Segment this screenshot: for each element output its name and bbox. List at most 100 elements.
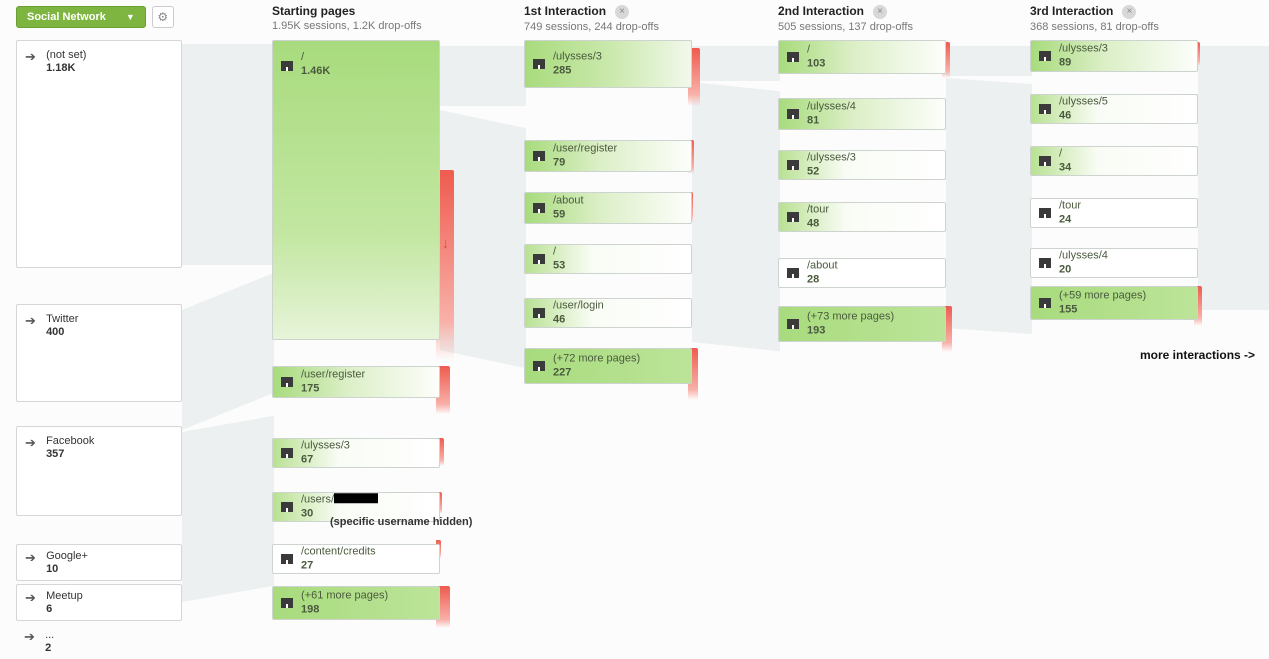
page-node[interactable]: / 103 [778,40,946,74]
page-icon [787,109,799,119]
dimension-dropdown[interactable]: Social Network ▼ [16,6,146,28]
arrow-right-icon: ➔ [25,313,39,329]
column-title: Starting pages [272,4,422,18]
page-node[interactable]: /content/credits 27 [272,544,440,574]
page-icon [1039,51,1051,61]
flow-band [946,46,1032,76]
page-icon [281,61,293,71]
source-item-facebook[interactable]: ➔ Facebook 357 [16,426,182,516]
close-icon[interactable]: × [1122,5,1136,19]
page-node[interactable]: / 34 [1030,146,1198,176]
page-node[interactable]: /ulysses/3 285 [524,40,692,88]
dropoff-arrow-icon: ↓ [442,235,449,251]
page-node[interactable]: /ulysses/5 46 [1030,94,1198,124]
page-icon [1039,156,1051,166]
page-node[interactable]: /ulysses/3 67 [272,438,440,468]
page-count: 46 [553,313,604,327]
column-title: 1st Interaction [524,4,606,18]
flow-band [946,78,1032,334]
page-count: 103 [807,57,825,71]
page-node[interactable]: /about 59 [524,192,692,224]
page-path: /users/ [301,493,378,507]
gear-icon[interactable]: ⚙ [152,6,174,28]
page-path: /content/credits [301,545,376,559]
page-path: / [553,245,565,259]
redacted-text [334,493,378,503]
page-icon [787,319,799,329]
flow-band [692,82,780,351]
page-node-more[interactable]: (+72 more pages) 227 [524,348,692,384]
page-path: /ulysses/5 [1059,95,1108,109]
page-node[interactable]: /user/register 79 [524,140,692,172]
column-subtitle: 749 sessions, 244 drop-offs [524,21,659,33]
page-count: 285 [553,64,602,78]
source-item-twitter[interactable]: ➔ Twitter 400 [16,304,182,402]
page-count: 227 [553,366,640,380]
flow-band [182,44,274,265]
source-item-googleplus[interactable]: ➔ Google+ 10 [16,544,182,581]
page-path: /tour [1059,199,1081,213]
page-count: 52 [807,165,856,179]
source-label: ... [45,629,54,641]
page-count: 198 [301,603,388,617]
page-node[interactable]: /tour 48 [778,202,946,232]
page-icon [787,160,799,170]
page-count: 27 [301,559,376,573]
page-node[interactable]: /ulysses/4 20 [1030,248,1198,278]
flow-band [1198,46,1269,310]
page-path: (+59 more pages) [1059,289,1146,303]
column-header-2nd: 2nd Interaction × 505 sessions, 137 drop… [778,4,913,36]
page-count: 46 [1059,109,1108,123]
arrow-right-icon: ➔ [24,629,38,645]
page-node-more[interactable]: (+73 more pages) 193 [778,306,946,342]
page-node[interactable]: /ulysses/4 81 [778,98,946,130]
page-path: (+61 more pages) [301,589,388,603]
source-label: Twitter [46,313,78,325]
page-node[interactable]: / 1.46K [272,40,440,340]
page-icon [787,212,799,222]
page-node[interactable]: / 53 [524,244,692,274]
page-icon [533,151,545,161]
close-icon[interactable]: × [615,5,629,19]
annotation-text: (specific username hidden) [330,516,472,528]
page-node[interactable]: /tour 24 [1030,198,1198,228]
page-node[interactable]: /about 28 [778,258,946,288]
page-path: / [301,51,330,65]
page-icon [1039,298,1051,308]
arrow-right-icon: ➔ [25,550,39,566]
source-item-meetup[interactable]: ➔ Meetup 6 [16,584,182,621]
column-title: 3rd Interaction [1030,4,1113,18]
page-node[interactable]: /ulysses/3 52 [778,150,946,180]
column-subtitle: 368 sessions, 81 drop-offs [1030,21,1159,33]
page-path: /ulysses/4 [1059,249,1108,263]
arrow-right-icon: ➔ [25,49,39,65]
page-path: /user/register [301,368,365,382]
source-value: 10 [46,563,88,575]
page-path: /ulysses/3 [807,151,856,165]
page-count: 1.46K [301,65,330,79]
page-node[interactable]: /ulysses/3 89 [1030,40,1198,72]
page-count: 53 [553,259,565,273]
more-interactions-link[interactable]: more interactions -> [1140,348,1255,362]
page-count: 81 [807,114,856,128]
page-path: (+72 more pages) [553,352,640,366]
page-path: /ulysses/4 [807,100,856,114]
source-item-more[interactable]: ➔ ... 2 [16,624,182,659]
source-value: 357 [46,448,94,460]
page-node-more[interactable]: (+59 more pages) 155 [1030,286,1198,320]
page-count: 89 [1059,56,1108,70]
flow-band [182,416,274,602]
page-node-more[interactable]: (+61 more pages) 198 [272,586,440,620]
source-value: 400 [46,326,78,338]
close-icon[interactable]: × [873,5,887,19]
flow-band [692,46,780,81]
page-icon [281,448,293,458]
page-path: / [807,43,825,57]
page-icon [281,377,293,387]
source-item-notset[interactable]: ➔ (not set) 1.18K [16,40,182,268]
page-count: 59 [553,208,584,222]
column-header-starting: Starting pages 1.95K sessions, 1.2K drop… [272,4,422,36]
column-title: 2nd Interaction [778,4,864,18]
page-node[interactable]: /user/login 46 [524,298,692,328]
page-node[interactable]: /user/register 175 [272,366,440,398]
